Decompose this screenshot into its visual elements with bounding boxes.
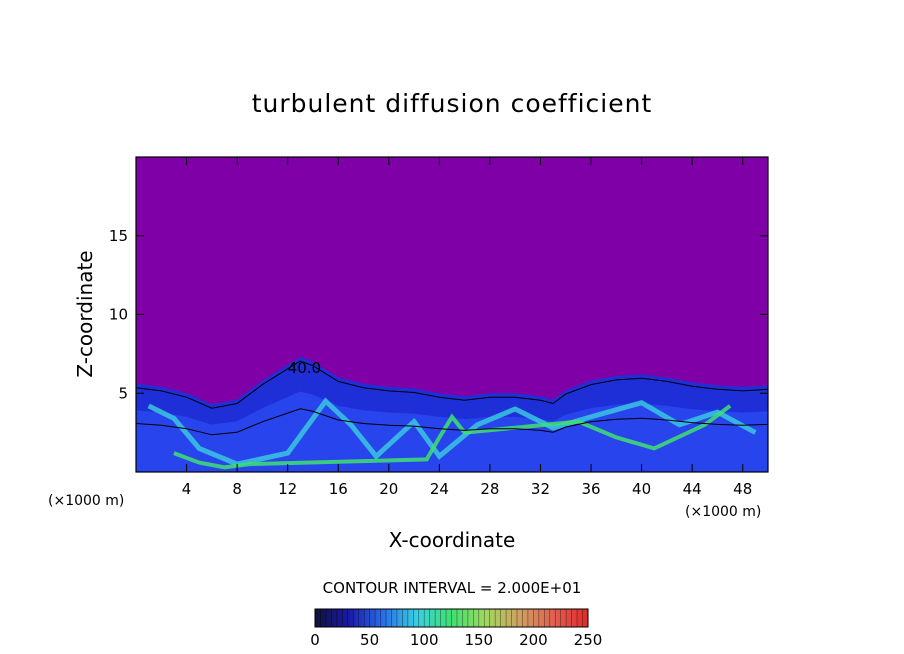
x-tick-label: 24 bbox=[430, 480, 449, 498]
x-tick-label: 12 bbox=[278, 480, 297, 498]
y-tick-label: 10 bbox=[109, 306, 128, 324]
colorbar-frame bbox=[314, 608, 589, 628]
x-unit-right: (×1000 m) bbox=[685, 504, 761, 520]
contour-interval-text: CONTOUR INTERVAL = 2.000E+01 bbox=[323, 579, 582, 597]
x-tick-label: 8 bbox=[232, 480, 242, 498]
x-axis-ticks: 4 8 12 16 20 24 28 32 36 40 44 48 bbox=[182, 157, 752, 498]
x-tick-label: 48 bbox=[733, 480, 752, 498]
contour-label: 40.0 bbox=[288, 359, 321, 377]
colorbar: 0 50 100 150 200 250 bbox=[310, 608, 602, 649]
plot-area: 40.0 bbox=[136, 157, 768, 472]
colorbar-tick-label: 200 bbox=[519, 631, 548, 649]
x-tick-label: 40 bbox=[632, 480, 651, 498]
y-tick-label: 5 bbox=[118, 384, 128, 402]
x-unit-left: (×1000 m) bbox=[48, 493, 124, 509]
colorbar-tick-label: 250 bbox=[574, 631, 603, 649]
colorbar-tick-labels: 0 50 100 150 200 250 bbox=[310, 631, 602, 649]
y-axis-ticks: 5 10 15 bbox=[109, 227, 768, 402]
contour-line bbox=[136, 360, 768, 409]
y-axis-label: Z-coordinate bbox=[73, 250, 97, 377]
colorbar-tick-label: 0 bbox=[310, 631, 320, 649]
x-tick-label: 4 bbox=[182, 480, 192, 498]
x-tick-label: 16 bbox=[329, 480, 348, 498]
x-tick-label: 20 bbox=[379, 480, 398, 498]
eddy-band bbox=[147, 397, 757, 467]
colorbar-tick-label: 100 bbox=[410, 631, 439, 649]
x-axis-label: X-coordinate bbox=[389, 528, 516, 552]
x-tick-label: 44 bbox=[683, 480, 702, 498]
colorbar-stripes bbox=[314, 609, 589, 627]
x-tick-label: 32 bbox=[531, 480, 550, 498]
colorbar-tick-label: 50 bbox=[360, 631, 379, 649]
y-tick-label: 15 bbox=[109, 227, 128, 245]
x-tick-label: 36 bbox=[581, 480, 600, 498]
colorbar-tick-label: 150 bbox=[464, 631, 493, 649]
chart-title: turbulent diffusion coefficient bbox=[252, 89, 653, 118]
contour-line bbox=[136, 408, 768, 436]
x-tick-label: 28 bbox=[480, 480, 499, 498]
eddy-band bbox=[173, 404, 732, 470]
